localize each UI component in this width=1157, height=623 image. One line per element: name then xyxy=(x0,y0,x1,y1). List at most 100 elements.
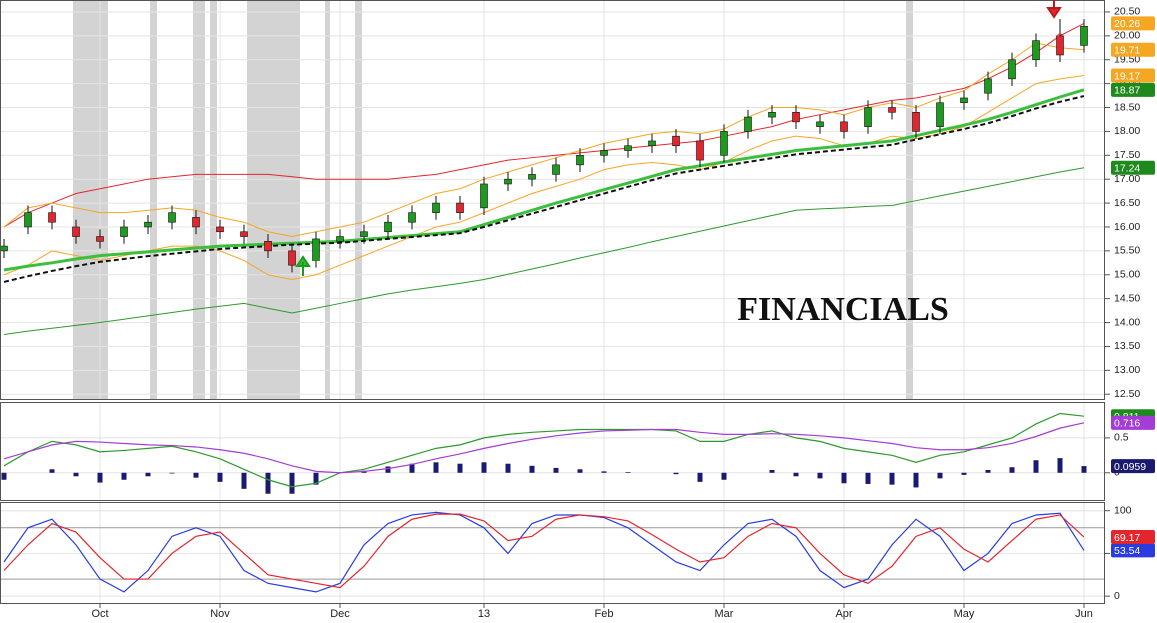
candle-body xyxy=(840,121,848,132)
histogram-bar xyxy=(817,472,823,479)
candle-body xyxy=(888,107,896,113)
price-tag xyxy=(1111,415,1155,430)
x-tick-label: Jun xyxy=(1075,608,1093,620)
y-tick-label: 16.00 xyxy=(1114,221,1140,233)
histogram-bar xyxy=(793,472,799,477)
candle-body xyxy=(432,202,440,213)
sell-arrow xyxy=(1046,0,1062,19)
price-tag-label: 19.71 xyxy=(1114,44,1140,56)
indicator-line xyxy=(3,513,1085,589)
candle-body xyxy=(816,121,824,127)
candle-body xyxy=(504,178,512,185)
panel-border xyxy=(0,502,1105,604)
y-tick-label: 18.00 xyxy=(1114,125,1140,137)
candle-body xyxy=(408,212,416,223)
y-tick-label: 0 xyxy=(1114,590,1120,602)
price-tag-label: 20.26 xyxy=(1114,18,1140,30)
candle-body xyxy=(720,131,728,156)
price-tag xyxy=(1111,160,1155,175)
histogram-bar xyxy=(73,472,79,477)
histogram-bar xyxy=(889,472,895,485)
price-tag-label: 0.0959 xyxy=(1114,461,1146,473)
y-tick-label: 17.00 xyxy=(1114,173,1140,185)
candle-body xyxy=(1056,35,1064,56)
histogram-bar xyxy=(1033,460,1039,473)
candle-body xyxy=(360,231,368,237)
histogram-bar xyxy=(721,472,727,480)
histogram-bar xyxy=(313,472,319,485)
y-tick-label: 100 xyxy=(1114,504,1132,516)
sell-signal: S xyxy=(1057,33,1064,44)
y-tick-label: 13.00 xyxy=(1114,364,1140,376)
price-tag xyxy=(1111,68,1155,83)
shade-band xyxy=(355,0,362,399)
histogram-bar xyxy=(985,469,991,473)
histogram-bar xyxy=(625,472,631,473)
histogram-bar xyxy=(673,472,679,475)
candle-body xyxy=(24,212,32,228)
y-tick-label: 17.50 xyxy=(1114,149,1140,161)
price-tag xyxy=(1111,459,1155,474)
histogram-bar xyxy=(265,472,271,494)
signal-shading xyxy=(73,0,913,399)
candle-body xyxy=(672,135,680,147)
overlay-line xyxy=(3,167,1085,335)
x-tick-label: Nov xyxy=(210,608,230,620)
candle-body xyxy=(384,221,392,233)
candle-body xyxy=(1008,59,1016,80)
shade-band xyxy=(193,0,205,399)
shade-band xyxy=(210,0,217,399)
price-tag xyxy=(1111,82,1155,97)
chart-label: FINANCIALS xyxy=(737,291,949,328)
y-tick-label: 15.50 xyxy=(1114,245,1140,257)
candle-body xyxy=(96,236,104,242)
candle-body xyxy=(72,226,80,237)
candle-body xyxy=(1080,25,1088,46)
panel-border xyxy=(0,0,1105,400)
candle-body xyxy=(864,107,872,127)
indicator-line xyxy=(3,511,1085,593)
candle-body xyxy=(216,226,224,233)
histogram-bar xyxy=(913,472,919,488)
candle-body xyxy=(264,241,272,252)
histogram-bar xyxy=(193,472,199,478)
candle-body xyxy=(288,250,296,266)
x-tick-label: Oct xyxy=(91,608,108,620)
histogram-bar xyxy=(1,472,7,480)
histogram-bar xyxy=(433,462,439,473)
x-tick-label: May xyxy=(954,608,975,620)
price-tag xyxy=(1111,543,1155,558)
y-tick-label: 15.00 xyxy=(1114,269,1140,281)
price-tag-label: 18.87 xyxy=(1114,85,1140,97)
indicator-line xyxy=(3,422,1085,474)
y-tick-label: 20.50 xyxy=(1114,6,1140,18)
candle-body xyxy=(168,212,176,223)
y-tick-label: 20.00 xyxy=(1114,30,1140,42)
candle-body xyxy=(240,231,248,237)
price-tag xyxy=(1111,16,1155,31)
histogram-bar xyxy=(1081,466,1087,473)
price-tag-label: 17.24 xyxy=(1114,163,1140,175)
shade-band xyxy=(247,0,300,399)
histogram-bar xyxy=(529,465,535,473)
shade-band xyxy=(906,0,913,399)
y-tick-label: 14.50 xyxy=(1114,292,1140,304)
candle-body xyxy=(696,140,704,161)
histogram-bar xyxy=(505,463,511,473)
indicator-line xyxy=(3,412,1085,488)
histogram-bar xyxy=(481,462,487,473)
x-tick-label: Apr xyxy=(835,608,852,620)
histogram-bar xyxy=(241,472,247,489)
histogram-bar xyxy=(697,472,703,482)
y-tick-label: 18.50 xyxy=(1114,101,1140,113)
candle-body xyxy=(624,145,632,151)
y-tick-label: 16.50 xyxy=(1114,197,1140,209)
candle-body xyxy=(960,97,968,104)
x-tick-label: Dec xyxy=(330,608,350,620)
candle-body xyxy=(456,202,464,213)
histogram-bar xyxy=(601,471,607,473)
candle-body xyxy=(336,236,344,242)
candle-body xyxy=(0,245,8,252)
overlay-line xyxy=(3,22,1085,228)
